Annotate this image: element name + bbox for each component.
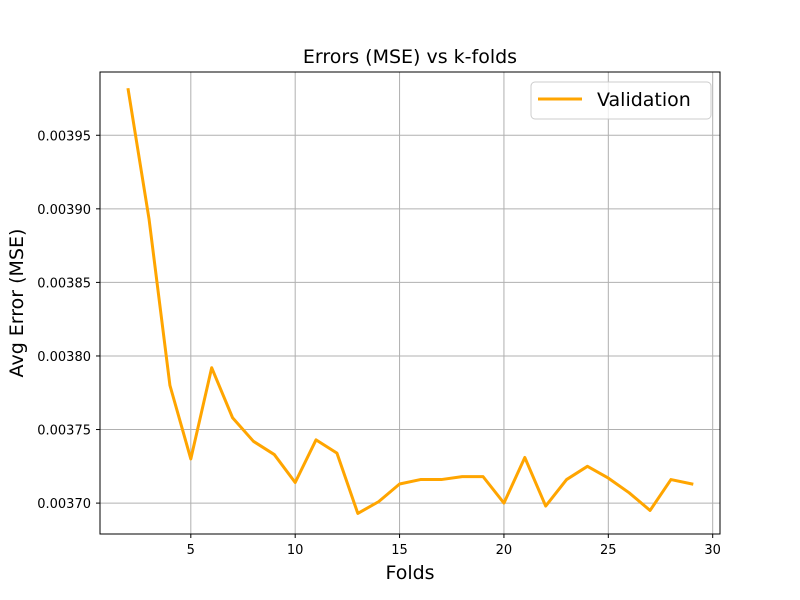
legend-label-validation: Validation xyxy=(597,89,691,111)
y-tick-label-0.00375: 0.00375 xyxy=(37,424,91,439)
y-tick-label-0.00370: 0.00370 xyxy=(37,497,91,512)
series-line-validation xyxy=(126,87,694,515)
y-axis-ticks: 0.00370 0.00375 0.00380 0.00385 0.00390 0.003… xyxy=(37,129,100,512)
x-tick-label-5: 5 xyxy=(187,543,195,558)
y-tick-label-0.00395: 0.00395 xyxy=(37,129,91,144)
plot-frame xyxy=(99,71,721,535)
x-tick-label-20: 20 xyxy=(496,543,513,558)
legend-box xyxy=(530,81,712,120)
x-tick-label-10: 10 xyxy=(287,543,304,558)
plot-area xyxy=(100,72,720,534)
chart-title: Errors (MSE) vs k-folds xyxy=(303,46,517,68)
x-tick-label-25: 25 xyxy=(600,543,617,558)
series-layer xyxy=(126,87,694,515)
y-tick-label-0.00385: 0.00385 xyxy=(37,276,91,291)
y-axis-label: Avg Error (MSE) xyxy=(6,229,28,378)
legend: Validation xyxy=(530,81,712,120)
x-tick-label-15: 15 xyxy=(391,543,408,558)
y-tick-label-0.00380: 0.00380 xyxy=(37,350,91,365)
x-axis-label: Folds xyxy=(385,562,434,584)
x-tick-label-30: 30 xyxy=(704,543,721,558)
grid xyxy=(100,72,720,534)
y-tick-label-0.00390: 0.00390 xyxy=(37,203,91,218)
x-axis-ticks: 5 10 15 20 25 30 xyxy=(187,534,721,558)
